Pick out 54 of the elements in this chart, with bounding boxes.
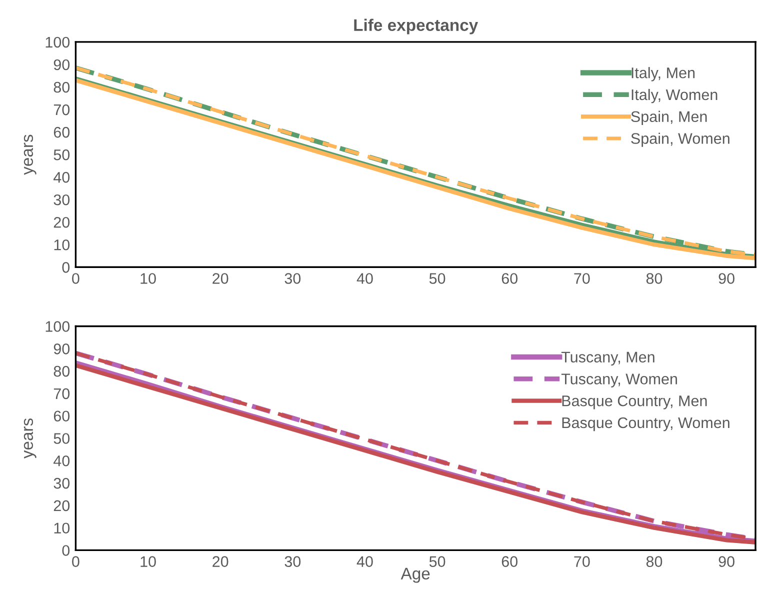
- x-tick-label: 30: [284, 556, 301, 567]
- y-tick-label: 100: [46, 321, 70, 332]
- x-axis-title: Age: [400, 568, 430, 583]
- x-tick-label: 60: [502, 556, 518, 567]
- y-tick-label: 0: [62, 262, 70, 273]
- y-tick-label: 80: [54, 366, 70, 377]
- x-tick-label: 40: [356, 273, 373, 284]
- y-tick-label: 90: [54, 59, 70, 70]
- y-tick-label: 40: [54, 172, 70, 183]
- y-tick-label: 80: [54, 82, 70, 93]
- x-tick-label: 60: [502, 273, 518, 284]
- legend-label: Tuscany, Women: [561, 374, 677, 388]
- y-tick-label: 100: [46, 36, 70, 48]
- x-tick-label: 10: [140, 273, 156, 284]
- y-axis-title: years: [24, 418, 36, 459]
- x-tick-label: 50: [429, 273, 446, 284]
- legend-label: Spain, Women: [631, 132, 730, 147]
- y-tick-label: 0: [62, 545, 70, 556]
- x-tick-label: 50: [429, 556, 446, 567]
- x-tick-label: 0: [72, 273, 80, 284]
- y-tick-label: 30: [54, 194, 70, 206]
- y-tick-label: 40: [54, 455, 70, 466]
- legend-label: Basque Country, Men: [562, 395, 707, 410]
- x-tick-label: 40: [356, 556, 373, 567]
- y-tick-label: 60: [54, 410, 70, 422]
- y-tick-label: 30: [54, 478, 70, 489]
- x-tick-label: 20: [212, 273, 228, 284]
- x-tick-label: 30: [284, 273, 301, 284]
- y-tick-label: 90: [54, 344, 70, 354]
- x-tick-label: 90: [718, 556, 734, 567]
- legend-label: Spain, Men: [631, 110, 707, 126]
- x-tick-label: 90: [718, 273, 734, 284]
- legend-label: Basque Country, Women: [562, 417, 730, 432]
- y-tick-label: 10: [54, 239, 70, 250]
- x-tick-label: 20: [212, 556, 228, 567]
- x-tick-label: 70: [574, 556, 590, 567]
- legend-label: Italy, Men: [632, 67, 695, 82]
- y-tick-label: 50: [54, 149, 70, 160]
- y-tick-label: 50: [54, 433, 70, 444]
- x-tick-label: 10: [140, 556, 156, 567]
- x-tick-label: 80: [646, 273, 662, 284]
- x-tick-label: 0: [72, 556, 80, 567]
- y-tick-label: 20: [54, 500, 70, 512]
- y-tick-label: 70: [54, 104, 70, 116]
- y-tick-label: 60: [54, 126, 70, 138]
- y-tick-label: 10: [54, 522, 70, 534]
- y-tick-label: 20: [54, 216, 70, 228]
- chart-title: Life expectancy: [354, 18, 478, 34]
- x-tick-label: 70: [574, 273, 590, 284]
- y-axis-title: years: [24, 134, 36, 175]
- x-tick-label: 80: [646, 556, 662, 567]
- legend-label: Tuscany, Men: [561, 352, 654, 366]
- legend-label: Italy, Women: [632, 88, 718, 104]
- y-tick-label: 70: [54, 388, 70, 400]
